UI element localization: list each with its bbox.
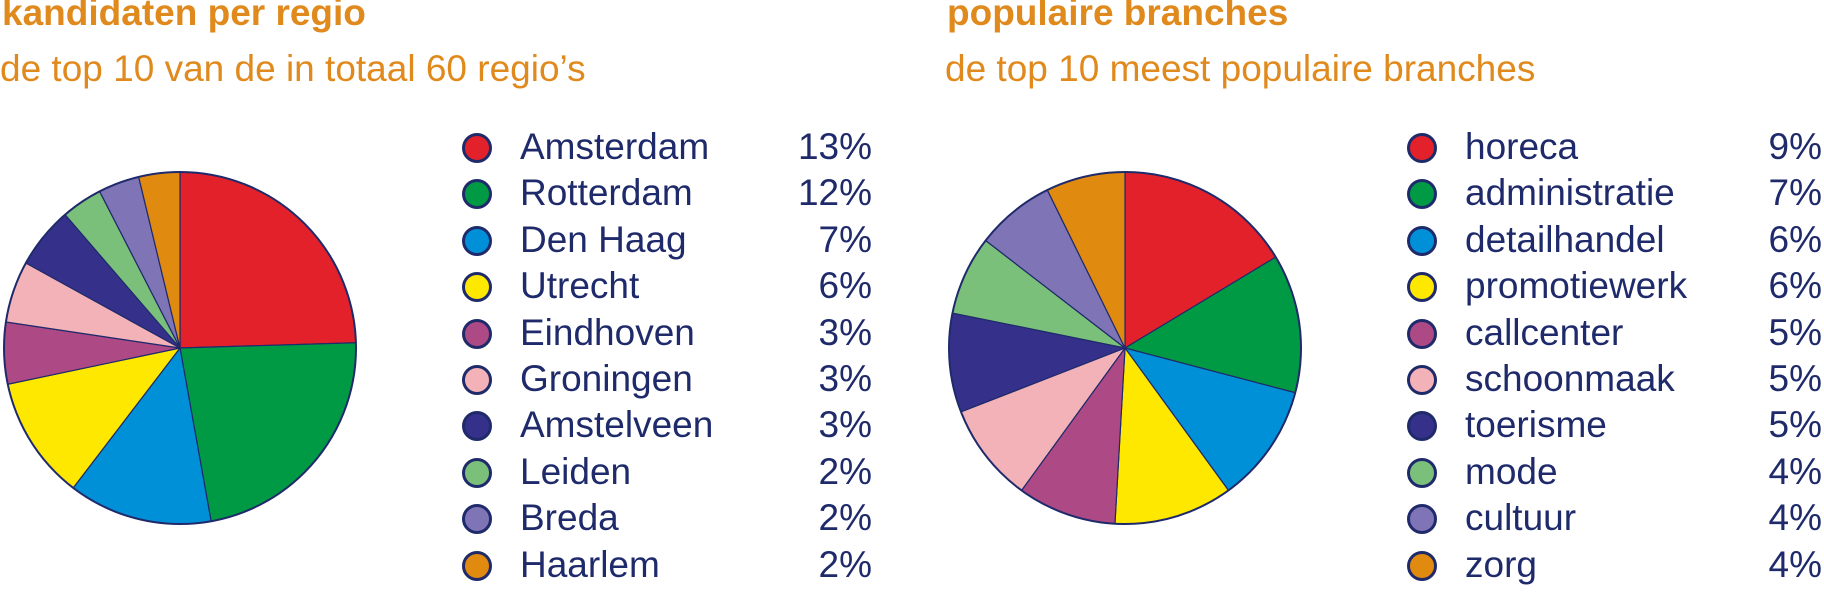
legend-swatch <box>462 411 492 442</box>
legend-item: Utrecht 6% <box>462 265 872 313</box>
legend-item: promotiewerk 6% <box>1407 265 1822 313</box>
legend-item: zorg 4% <box>1407 544 1822 592</box>
legend-item: cultuur 4% <box>1407 497 1822 545</box>
legend-swatch <box>1407 179 1437 210</box>
legend-item: Rotterdam 12% <box>462 172 872 220</box>
legend-item: Eindhoven 3% <box>462 312 872 360</box>
legend-label: Eindhoven <box>520 311 695 353</box>
legend-swatch <box>462 550 492 581</box>
legend-item: Den Haag 7% <box>462 219 872 267</box>
legend-value: 12% <box>797 172 872 214</box>
legend-label: Haarlem <box>520 543 660 585</box>
legend-swatch <box>1407 318 1437 349</box>
legend: horeca 9% administratie 7% detailhandel 6% pro… <box>1407 126 1822 592</box>
legend-label: Leiden <box>520 450 632 492</box>
legend-label: Utrecht <box>520 265 640 307</box>
legend-value: 5% <box>1768 357 1822 399</box>
legend-swatch <box>1407 550 1437 581</box>
legend-swatch <box>1407 133 1437 163</box>
legend-swatch <box>1407 225 1437 256</box>
legend-value: 5% <box>1768 404 1822 446</box>
legend-swatch <box>462 179 492 210</box>
legend-value: 3% <box>818 357 872 399</box>
legend-item: mode 4% <box>1407 451 1822 499</box>
legend-label: toerisme <box>1465 404 1607 446</box>
legend-item: Breda 2% <box>462 497 872 545</box>
legend-value: 2% <box>818 497 872 539</box>
legend-swatch <box>1407 504 1437 535</box>
legend-value: 3% <box>818 404 872 446</box>
legend-label: zorg <box>1465 543 1537 585</box>
legend-value: 6% <box>1768 265 1822 307</box>
legend-swatch <box>462 225 492 256</box>
pie-slice-amsterdam <box>179 171 357 349</box>
legend-item: detailhandel 6% <box>1407 219 1822 267</box>
legend-value: 9% <box>1768 126 1822 167</box>
legend-item: schoonmaak 5% <box>1407 358 1822 406</box>
legend-label: Breda <box>520 497 619 539</box>
legend-label: administratie <box>1465 172 1675 214</box>
legend-item: callcenter 5% <box>1407 312 1822 360</box>
chart-subtitle: de top 10 van de in totaal 60 regio’s <box>0 48 586 89</box>
legend-value: 13% <box>797 126 872 167</box>
chart-panel-regions: kandidaten per regio de top 10 van de in… <box>0 0 900 593</box>
legend-swatch <box>1407 364 1437 395</box>
legend: Amsterdam 13% Rotterdam 12% Den Haag 7% Utrech… <box>462 126 872 592</box>
legend-item: Leiden 2% <box>462 451 872 499</box>
pie-chart <box>3 171 357 525</box>
legend-swatch <box>462 272 492 303</box>
legend-value: 2% <box>818 543 872 585</box>
legend-value: 7% <box>818 218 872 260</box>
legend-item: administratie 7% <box>1407 172 1822 220</box>
legend-label: mode <box>1465 450 1558 492</box>
legend-value: 2% <box>818 450 872 492</box>
chart-panel-branches: populaire branches de top 10 meest popul… <box>945 0 1824 593</box>
legend-item: Amsterdam 13% <box>462 126 872 174</box>
legend-label: cultuur <box>1465 497 1577 539</box>
legend-label: Den Haag <box>520 218 687 260</box>
chart-title: kandidaten per regio <box>2 0 366 33</box>
chart-subtitle: de top 10 meest populaire branches <box>945 48 1536 89</box>
legend-swatch <box>462 504 492 535</box>
legend-label: Amstelveen <box>520 404 714 446</box>
chart-title: populaire branches <box>947 0 1289 33</box>
legend-label: schoonmaak <box>1465 357 1675 399</box>
legend-label: Rotterdam <box>520 172 693 214</box>
legend-label: detailhandel <box>1465 218 1665 260</box>
legend-item: Groningen 3% <box>462 358 872 406</box>
legend-item: toerisme 5% <box>1407 404 1822 452</box>
legend-label: callcenter <box>1465 311 1624 353</box>
legend-value: 4% <box>1768 543 1822 585</box>
legend-swatch <box>462 133 492 163</box>
legend-item: horeca 9% <box>1407 126 1822 174</box>
legend-item: Amstelveen 3% <box>462 404 872 452</box>
legend-item: Haarlem 2% <box>462 544 872 592</box>
legend-label: Groningen <box>520 357 693 399</box>
legend-swatch <box>1407 411 1437 442</box>
legend-label: horeca <box>1465 126 1579 167</box>
legend-value: 3% <box>818 311 872 353</box>
legend-swatch <box>462 318 492 349</box>
legend-value: 6% <box>818 265 872 307</box>
pie-chart <box>948 171 1302 525</box>
pie-outline <box>3 171 357 525</box>
legend-swatch <box>1407 457 1437 488</box>
legend-swatch <box>1407 272 1437 303</box>
legend-label: promotiewerk <box>1465 265 1688 307</box>
legend-value: 4% <box>1768 497 1822 539</box>
legend-swatch <box>462 364 492 395</box>
legend-value: 7% <box>1768 172 1822 214</box>
legend-value: 6% <box>1768 218 1822 260</box>
legend-value: 5% <box>1768 311 1822 353</box>
legend-label: Amsterdam <box>520 126 710 167</box>
legend-value: 4% <box>1768 450 1822 492</box>
legend-swatch <box>462 457 492 488</box>
pie-outline <box>948 171 1302 525</box>
